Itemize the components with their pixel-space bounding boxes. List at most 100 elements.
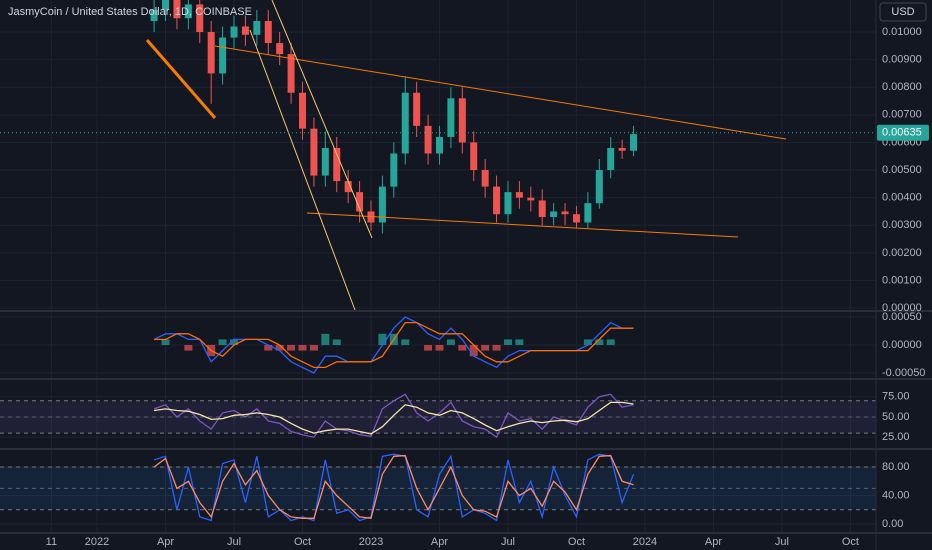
trendlines [145, 0, 787, 310]
candle-body [572, 214, 580, 223]
y-tick-label: 25.00 [882, 431, 910, 443]
histogram-bar [184, 345, 193, 351]
histogram-bar [595, 339, 604, 345]
y-tick-label: 0.00100 [882, 274, 922, 286]
y-tick-label: 75.00 [882, 391, 910, 403]
indicator-line [153, 393, 634, 439]
y-tick-label: 0.00800 [882, 81, 922, 93]
x-tick-label: Apr [157, 536, 174, 548]
y-tick-label: 0.00 [882, 518, 903, 530]
histogram-bar [230, 339, 239, 345]
indicator-line [154, 321, 634, 369]
candle-body [230, 26, 238, 38]
candle-body [378, 186, 386, 223]
candle-body [595, 170, 603, 204]
candle-body [162, 0, 170, 10]
trendline [306, 212, 739, 238]
candle-body [447, 98, 455, 137]
candle-body [219, 37, 227, 74]
y-tick-label: 0.01000 [882, 26, 922, 38]
last-price-box [877, 124, 929, 141]
x-tick-label: Oct [294, 536, 311, 548]
histogram-bar [401, 339, 410, 345]
candle-body [196, 4, 204, 33]
candle-body [299, 92, 307, 129]
candle-body [413, 92, 421, 126]
pane [153, 393, 634, 439]
candle-body [424, 125, 432, 154]
pane [150, 0, 638, 234]
trendline [214, 45, 787, 140]
currency-label: USD [891, 6, 914, 18]
candle-body [241, 26, 249, 35]
candle-body [470, 142, 478, 171]
trendline [249, 29, 356, 310]
histogram-bar [503, 339, 512, 345]
pane-background [0, 380, 876, 448]
histogram-bar [298, 345, 307, 351]
candle-body [287, 54, 295, 93]
y-tick-label: 0.00050 [882, 311, 922, 323]
histogram-bar [606, 339, 615, 345]
histogram-bar [378, 333, 387, 345]
last-price-label: 0.00635 [882, 127, 922, 139]
y-tick-label: -0.00050 [882, 367, 925, 379]
histogram-bar [469, 345, 478, 357]
candle-body [630, 134, 638, 151]
x-tick-label: Jul [775, 536, 789, 548]
histogram-bar [161, 339, 170, 345]
candle-body [493, 186, 501, 215]
pane [153, 453, 635, 522]
candle-body [173, 0, 181, 19]
candle-body [561, 211, 569, 215]
y-tick-label: 0.00500 [882, 164, 922, 176]
currency-button[interactable] [879, 2, 927, 22]
y-tick-label: 50.00 [882, 411, 910, 423]
candle-body [321, 147, 329, 176]
candle-body [584, 203, 592, 223]
y-tick-label: 0.00000 [882, 302, 922, 314]
x-tick-label: Jul [227, 536, 241, 548]
histogram-bar [321, 333, 330, 345]
pane-background [0, 450, 876, 532]
candle-body [481, 170, 489, 187]
y-tick-label: 0.00300 [882, 219, 922, 231]
y-tick-label: 80.00 [882, 461, 910, 473]
candle-body [607, 147, 615, 171]
y-tick-label: 0.00200 [882, 247, 922, 259]
candle-body [390, 153, 398, 187]
chart-title: JasmyCoin / United States Dollar, 1D, CO… [8, 6, 252, 18]
candle-body [618, 147, 626, 151]
histogram-bar [218, 339, 227, 345]
candle-body [356, 192, 364, 212]
x-tick-label: Apr [431, 536, 448, 548]
histogram-bar [309, 345, 318, 351]
x-tick-label: Apr [705, 536, 722, 548]
candle-body [527, 197, 535, 201]
trendline [145, 39, 217, 119]
y-tick-label: 40.00 [882, 489, 910, 501]
histogram-bar [264, 345, 273, 351]
candle-body [344, 181, 352, 193]
candle-body [310, 128, 318, 176]
candle-body [504, 192, 512, 215]
candle-body [458, 98, 466, 143]
histogram-bar [583, 339, 592, 345]
histogram-bar [275, 345, 284, 351]
candle-body [207, 32, 215, 74]
indicator-line [153, 453, 635, 522]
x-tick-label: 2022 [85, 536, 109, 548]
candle-body [184, 4, 192, 19]
x-tick-label: 2023 [359, 536, 383, 548]
x-tick-label: Jul [501, 536, 515, 548]
x-tick-label: Oct [842, 536, 859, 548]
histogram-bar [332, 339, 341, 345]
histogram-bar [446, 339, 455, 345]
candle-body [435, 136, 443, 154]
histogram-bar [458, 345, 467, 351]
histogram-bar [515, 339, 524, 345]
pane [153, 316, 634, 374]
candle-body [150, 9, 158, 21]
